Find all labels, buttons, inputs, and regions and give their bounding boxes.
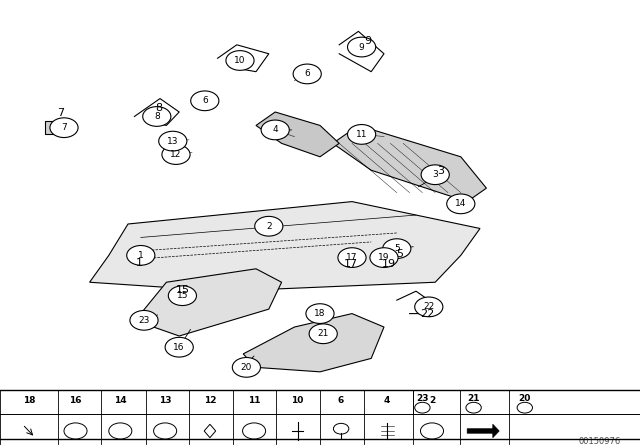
Text: 1: 1 [138,251,143,260]
Text: 22: 22 [423,302,435,311]
Circle shape [348,37,376,57]
Polygon shape [141,269,282,336]
Polygon shape [90,202,480,291]
Text: 17: 17 [344,259,358,269]
Text: 22: 22 [420,309,435,319]
Circle shape [162,145,190,164]
Polygon shape [333,125,486,202]
Text: 5: 5 [397,250,403,259]
Text: 6: 6 [305,69,310,78]
Text: 23: 23 [416,394,429,403]
Circle shape [232,358,260,377]
Text: 15: 15 [175,285,189,295]
Text: 2: 2 [266,222,271,231]
Text: 7: 7 [57,108,65,118]
Text: 20: 20 [518,394,531,403]
Text: 8: 8 [154,112,159,121]
Polygon shape [467,424,499,438]
Text: 21: 21 [467,394,480,403]
Text: 11: 11 [248,396,260,405]
Circle shape [447,194,475,214]
Text: 11: 11 [356,130,367,139]
Text: 18: 18 [314,309,326,318]
Text: 3: 3 [433,170,438,179]
Circle shape [348,125,376,144]
Text: 10: 10 [291,396,304,405]
Polygon shape [243,314,384,372]
Text: 12: 12 [170,150,182,159]
Circle shape [306,304,334,323]
Circle shape [191,91,219,111]
Text: 2: 2 [429,396,435,405]
Circle shape [415,297,443,317]
Circle shape [370,248,398,267]
Text: 13: 13 [167,137,179,146]
Text: 16: 16 [173,343,185,352]
Circle shape [168,286,196,306]
Circle shape [127,246,155,265]
Text: 1: 1 [136,258,143,268]
Text: 8: 8 [155,103,163,113]
Circle shape [143,107,171,126]
Circle shape [421,165,449,185]
Text: 10: 10 [234,56,246,65]
Text: 5: 5 [394,244,399,253]
Text: 4: 4 [384,396,390,405]
Text: 7: 7 [61,123,67,132]
Text: 6: 6 [202,96,207,105]
Circle shape [338,248,366,267]
Circle shape [130,310,158,330]
Text: 6: 6 [338,396,344,405]
Circle shape [226,51,254,70]
Text: 4: 4 [273,125,278,134]
Text: 19: 19 [381,259,396,269]
Text: 9: 9 [359,43,364,52]
FancyBboxPatch shape [45,121,70,134]
Text: 14: 14 [114,396,127,405]
Text: 9: 9 [364,36,372,46]
Text: 3: 3 [437,166,444,176]
Text: 21: 21 [317,329,329,338]
Text: 18: 18 [22,396,35,405]
Text: 12: 12 [204,396,216,405]
Text: 14: 14 [455,199,467,208]
Circle shape [293,64,321,84]
Text: 00150976: 00150976 [579,437,621,446]
Circle shape [50,118,78,138]
Circle shape [309,324,337,344]
Polygon shape [256,112,339,157]
Text: 16: 16 [69,396,82,405]
Circle shape [159,131,187,151]
Circle shape [261,120,289,140]
Circle shape [255,216,283,236]
Text: 13: 13 [159,396,172,405]
Text: 23: 23 [138,316,150,325]
Text: 19: 19 [378,253,390,262]
Text: 20: 20 [241,363,252,372]
Circle shape [383,239,411,258]
Text: 17: 17 [346,253,358,262]
Text: 15: 15 [177,291,188,300]
Circle shape [165,337,193,357]
